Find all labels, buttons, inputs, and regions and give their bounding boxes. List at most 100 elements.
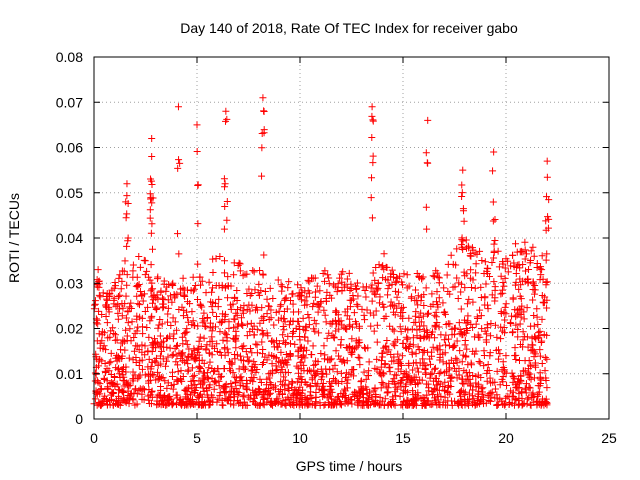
data-point [511,344,519,352]
data-point [298,296,306,304]
data-point [373,338,381,346]
data-point [188,364,196,372]
data-point [478,257,486,265]
data-point [353,279,361,287]
data-point [317,350,325,358]
data-point [422,369,430,377]
data-point [360,343,368,351]
data-point [194,295,202,303]
data-point [182,337,190,345]
data-point [230,271,238,279]
data-point [221,283,229,291]
data-point [111,336,119,344]
data-point [391,287,399,295]
data-point [259,271,267,279]
data-point [456,388,464,396]
data-point [198,303,206,311]
data-point [118,267,126,275]
data-point [264,394,272,402]
data-point [439,299,447,307]
data-point [461,272,469,280]
data-point [342,325,349,333]
data-point [403,373,411,381]
data-point [538,292,546,300]
data-point [521,255,529,263]
data-point [523,276,531,284]
data-point [275,316,283,324]
data-point [116,271,124,279]
data-point [164,310,172,318]
data-point [312,393,320,401]
data-point [295,399,303,407]
data-point [148,388,156,396]
data-point [498,286,506,294]
data-point [342,344,350,352]
x-tick-label: 0 [90,430,98,446]
data-point [283,361,291,369]
data-point [387,350,395,358]
data-point [190,371,198,379]
data-point [326,378,334,386]
data-point [500,308,508,316]
data-point [508,369,516,377]
data-point [491,378,499,386]
data-point [380,401,388,409]
data-point [294,352,302,360]
outlier-spike-point [489,198,497,206]
data-point [298,376,306,384]
data-point [255,280,263,288]
data-point [278,287,286,295]
data-point [526,370,534,378]
data-point [455,319,463,327]
data-point [230,323,238,331]
data-point [477,293,485,301]
data-point [168,298,176,306]
data-point [169,335,177,343]
data-point [393,274,401,282]
data-point [403,271,411,279]
data-point [287,296,295,304]
data-point [433,288,441,296]
data-point [159,300,167,308]
data-point [344,399,352,407]
data-point [364,372,372,380]
data-point [126,381,134,389]
data-point [126,325,134,333]
data-point [384,291,392,299]
data-point [530,252,538,260]
data-point [444,383,452,391]
data-point [224,273,232,281]
data-point [214,365,222,373]
data-point [398,352,406,360]
data-point [138,386,146,394]
data-point [529,398,537,406]
data-point [157,347,165,355]
data-point [410,319,418,327]
data-point [109,389,117,397]
data-point [234,305,242,313]
data-point [446,374,454,382]
data-point [295,375,303,383]
data-point [391,388,399,396]
outlier-spike-point [542,217,550,225]
data-point [315,329,323,337]
data-point [391,342,399,350]
data-point [303,293,311,301]
data-point [195,337,203,345]
data-point [379,274,387,282]
data-point [397,312,405,320]
data-point [220,269,228,277]
data-point [147,314,155,322]
data-point [321,351,329,359]
data-point [114,400,122,408]
data-point [391,371,399,379]
data-point [389,325,397,333]
data-point [519,336,527,344]
data-point [434,303,442,311]
data-point [246,344,254,352]
data-point [343,275,351,283]
data-point [230,388,238,396]
data-point [238,320,246,328]
data-point [258,304,266,312]
data-point [523,395,531,403]
